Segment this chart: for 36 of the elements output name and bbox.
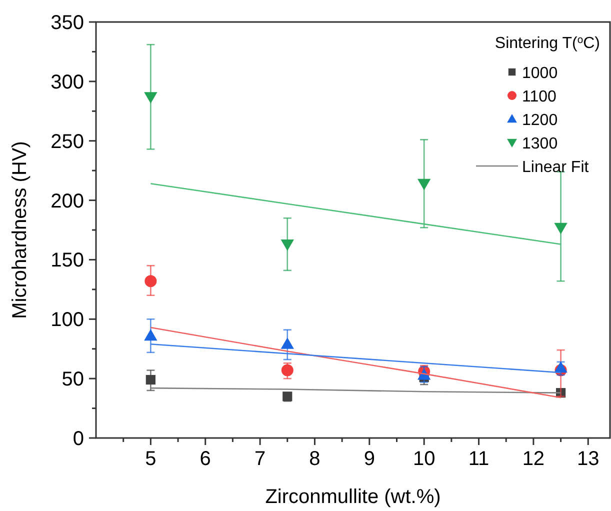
y-tick-label: 150 (50, 250, 84, 272)
x-tick-label: 11 (468, 448, 490, 470)
x-tick-label: 5 (145, 448, 156, 470)
legend-label: 1300 (522, 136, 558, 152)
x-tick-label: 12 (522, 448, 545, 470)
point (144, 275, 157, 288)
legend-label: Linear Fit (522, 159, 590, 176)
legend-label: 1000 (522, 65, 558, 82)
x-tick-label: 10 (412, 448, 436, 470)
point (554, 361, 568, 373)
point (554, 222, 568, 234)
x-tick-label: 8 (309, 448, 320, 470)
x-tick-label: 6 (200, 448, 211, 470)
legend-label: 1200 (522, 112, 558, 129)
point (280, 338, 294, 349)
x-tick-label: 7 (254, 448, 266, 470)
y-tick-label: 0 (72, 428, 84, 450)
point (417, 178, 431, 190)
point (144, 92, 158, 104)
line-series (150, 182, 562, 245)
x-tick-label: 13 (577, 448, 600, 470)
y-axis-title: Microhardness (HV) (9, 141, 31, 319)
point (144, 329, 158, 341)
y-tick-label: 50 (62, 368, 84, 391)
x-axis-title: Zirconmullite (wt.%) (265, 486, 441, 508)
legend-title: Sintering T($^{o}$C) (494, 34, 600, 52)
point (281, 364, 294, 376)
point (280, 239, 294, 251)
y-tick-label: 250 (50, 130, 84, 153)
y-tick-label: 100 (50, 309, 84, 332)
y-tick-label: 300 (50, 71, 84, 94)
x-tick-label: 9 (364, 448, 375, 470)
y-tick-label: 350 (50, 12, 84, 34)
legend-label: 1100 (522, 88, 557, 106)
y-tick-label: 200 (50, 190, 84, 212)
point (146, 374, 156, 385)
